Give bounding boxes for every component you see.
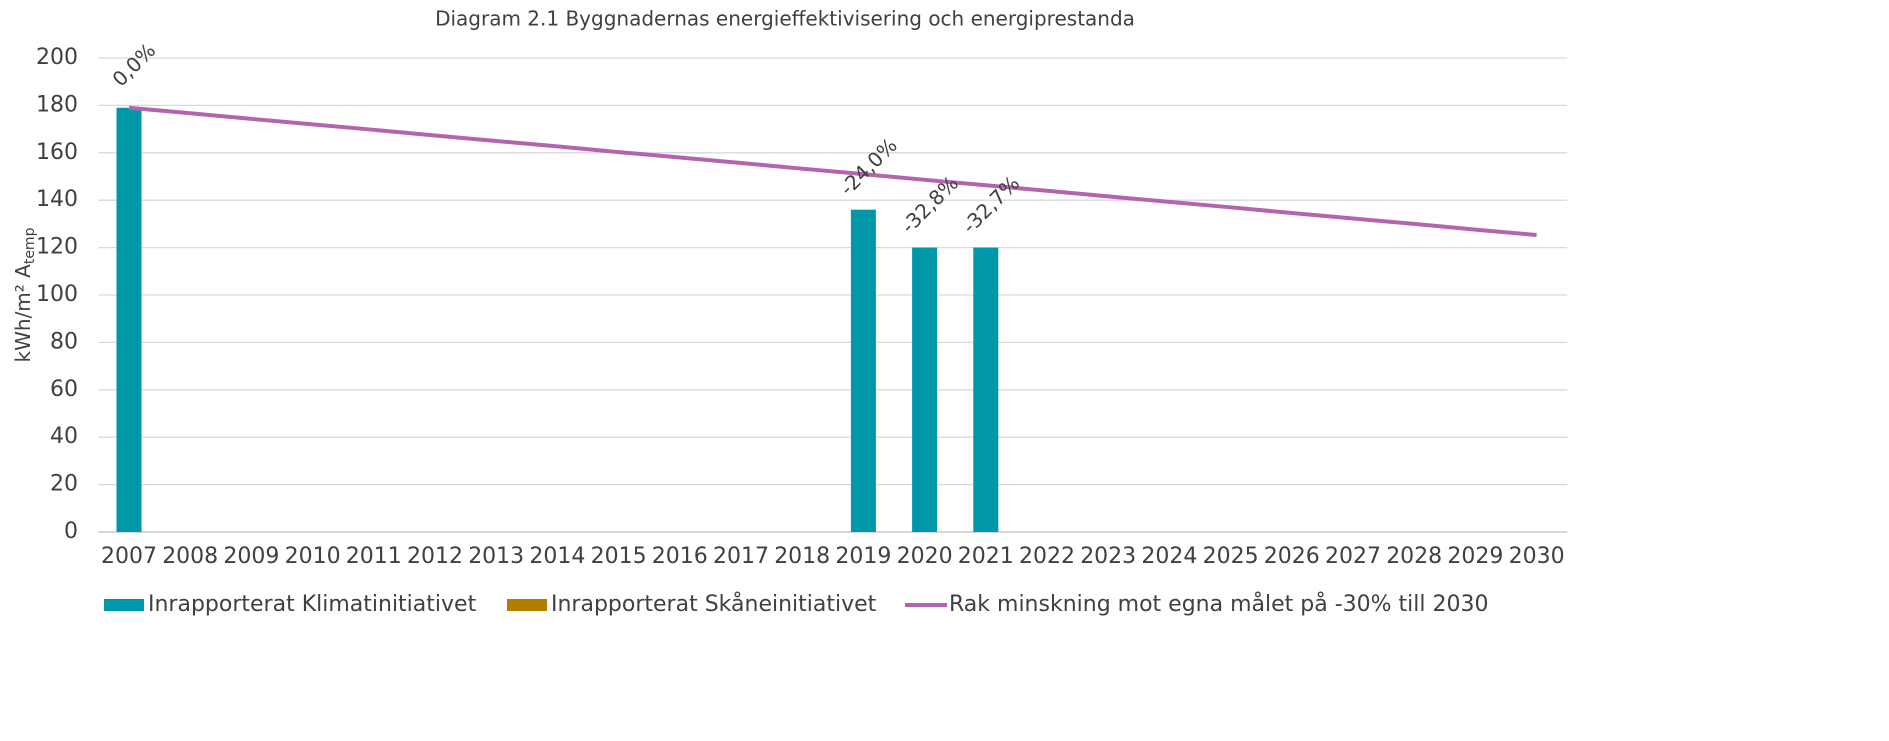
x-tick-label: 2009 [223,544,279,569]
x-tick-label: 2014 [529,544,585,569]
x-tick-label: 2013 [468,544,524,569]
x-tick-label: 2029 [1447,544,1503,569]
y-tick-label: 20 [50,472,78,497]
legend-label: Inrapporterat Skåneinitiativet [551,591,877,617]
y-tick-label: 80 [50,329,78,354]
x-tick-label: 2026 [1264,544,1320,569]
legend-swatch [104,599,144,611]
y-axis-label-main: kWh/m² A [11,264,35,363]
x-tick-label: 2030 [1509,544,1565,569]
chart-title: Diagram 2.1 Byggnadernas energieffektivi… [435,7,1135,31]
x-tick-label: 2016 [652,544,708,569]
legend-swatch [507,599,547,611]
bar [912,247,938,532]
x-tick-label: 2012 [407,544,463,569]
data-label: -32,7% [957,171,1024,238]
y-tick-label: 160 [36,140,78,165]
legend-label: Rak minskning mot egna målet på -30% til… [949,591,1488,617]
y-tick-label: 180 [36,92,78,117]
x-tick-label: 2021 [958,544,1014,569]
y-tick-label: 0 [64,519,78,544]
y-axis-label: kWh/m² Atemp [11,227,39,362]
data-label: -24,0% [835,133,902,200]
y-tick-label: 200 [36,45,78,70]
line [128,105,1537,238]
data-label: 0,0% [107,38,160,91]
bar [850,209,876,532]
x-tick-label: 2017 [713,544,769,569]
x-tick-label: 2008 [162,544,218,569]
x-tick-label: 2027 [1325,544,1381,569]
bar [116,107,142,533]
y-tick-label: 140 [36,187,78,212]
legend-label: Inrapporterat Klimatinitiativet [148,592,477,617]
x-tick-label: 2018 [774,544,830,569]
x-tick-label: 2024 [1141,544,1197,569]
x-tick-label: 2023 [1080,544,1136,569]
x-tick-label: 2025 [1203,544,1259,569]
x-tick-label: 2015 [591,544,647,569]
y-tick-label: 40 [50,424,78,449]
x-tick-label: 2022 [1019,544,1075,569]
x-tick-label: 2010 [285,544,341,569]
x-tick-label: 2019 [835,544,891,569]
y-tick-label: 100 [36,282,78,307]
x-tick-label: 2020 [897,544,953,569]
y-axis-label-sub: temp [22,227,38,264]
x-tick-label: 2028 [1386,544,1442,569]
x-tick-label: 2007 [101,544,157,569]
y-tick-label: 120 [36,235,78,260]
x-tick-label: 2011 [346,544,402,569]
y-tick-label: 60 [50,377,78,402]
bar [973,247,999,532]
